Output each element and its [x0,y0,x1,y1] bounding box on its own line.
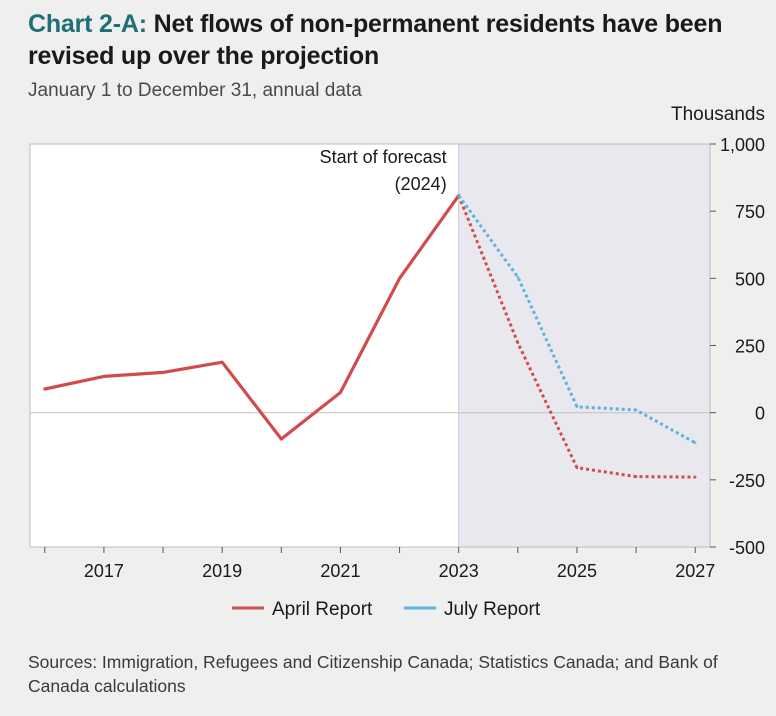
july-report-point [634,408,638,412]
april-report-point [516,341,520,345]
july-report-point [694,441,697,444]
y-tick-label: 500 [735,269,765,289]
july-report-point [457,194,460,197]
x-tick-label: 2025 [557,561,597,581]
july-report-point [575,405,579,408]
y-tick-label: 250 [735,337,765,357]
april-report-point [634,475,638,478]
x-tick-label: 2027 [675,561,715,581]
y-tick-label: 1,000 [720,135,765,155]
april-report-point [339,391,342,394]
april-report-point [575,466,579,469]
forecast-shading [458,144,710,547]
sources-note: Sources: Immigration, Refugees and Citiz… [28,652,718,696]
x-tick-label: 2017 [84,561,124,581]
chart-subtitle: January 1 to December 31, annual data [28,80,362,101]
chart-title: Chart 2-A: Net flows of non-permanent re… [28,8,748,72]
y-axis-unit-label: Thousands [671,104,765,125]
july-report-point [516,275,520,279]
april-report-point [280,437,283,441]
forecast-annotation-line1: Start of forecast [320,147,447,167]
chart-number: Chart 2-A: [28,10,147,38]
april-report-point [161,371,165,374]
april-report-point [398,277,401,280]
x-tick-label: 2019 [202,561,242,581]
y-tick-label: 0 [755,404,765,424]
april-report-point [694,475,697,479]
chart-title-text: Net flows of non-permanent residents hav… [28,10,723,70]
x-tick-label: 2023 [439,561,479,581]
y-tick-label: -250 [729,471,765,491]
april-report-point [102,375,106,378]
april-report-point [43,387,46,391]
forecast-annotation-line2: (2024) [395,174,447,194]
july-report-forecast-line [457,194,696,445]
y-tick-label: -500 [729,538,765,558]
line-chart: -500 -250 0 250 500 750 1,000 Thousands 2017 2019… [29,104,765,620]
x-tick-label: 2021 [320,561,360,581]
april-report-historical-line [43,194,461,441]
april-report-point [220,360,224,364]
y-tick-label: 750 [735,202,765,222]
legend-label-july-report: July Report [444,599,541,620]
legend-label-april-report: April Report [272,599,373,620]
